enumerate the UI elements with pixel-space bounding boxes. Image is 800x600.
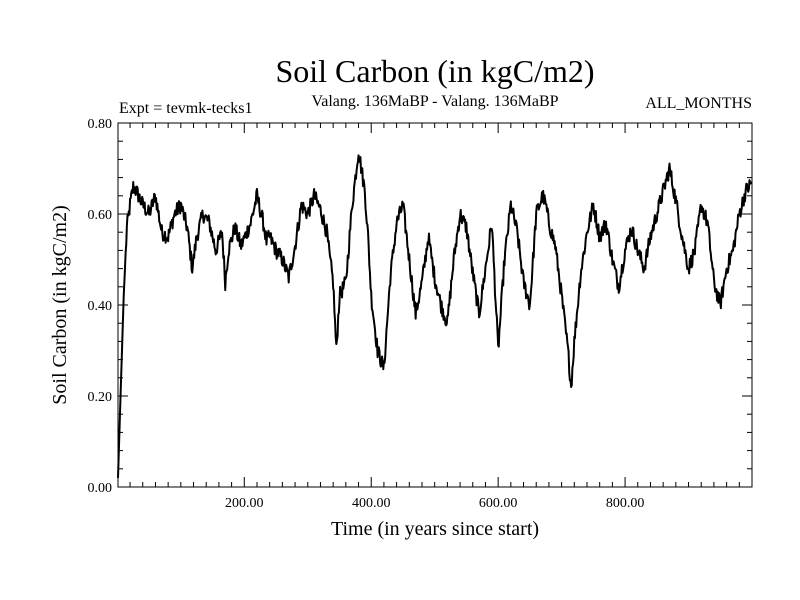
plot-frame xyxy=(117,122,753,488)
y-tick-label: 0.20 xyxy=(88,390,113,405)
y-tick-labels: 0.00 0.20 0.40 0.60 0.80 xyxy=(88,117,113,496)
x-axis-title: Time (in years since start) xyxy=(331,518,539,540)
period-label: ALL_MONTHS xyxy=(645,95,752,112)
x-tick-labels: 200.00 400.00 600.00 800.00 xyxy=(225,496,644,511)
series-line-soil-carbon xyxy=(117,154,753,478)
chart-subtitle: Valang. 136MaBP - Valang. 136MaBP xyxy=(311,93,558,110)
x-tick-label: 400.00 xyxy=(352,496,391,511)
y-tick-label: 0.00 xyxy=(88,481,113,496)
expt-label: Expt = tevmk-tecks1 xyxy=(119,100,252,117)
chart-title: Soil Carbon (in kgC/m2) xyxy=(275,53,594,89)
x-tick-label: 600.00 xyxy=(479,496,518,511)
x-tick-label: 800.00 xyxy=(606,496,645,511)
y-tick-label: 0.60 xyxy=(88,208,113,223)
y-tick-label: 0.80 xyxy=(88,117,113,132)
y-tick-label: 0.40 xyxy=(88,299,113,314)
y-axis-title: Soil Carbon (in kgC/m2) xyxy=(49,205,71,404)
x-tick-label: 200.00 xyxy=(225,496,264,511)
axis-ticks xyxy=(118,123,752,487)
